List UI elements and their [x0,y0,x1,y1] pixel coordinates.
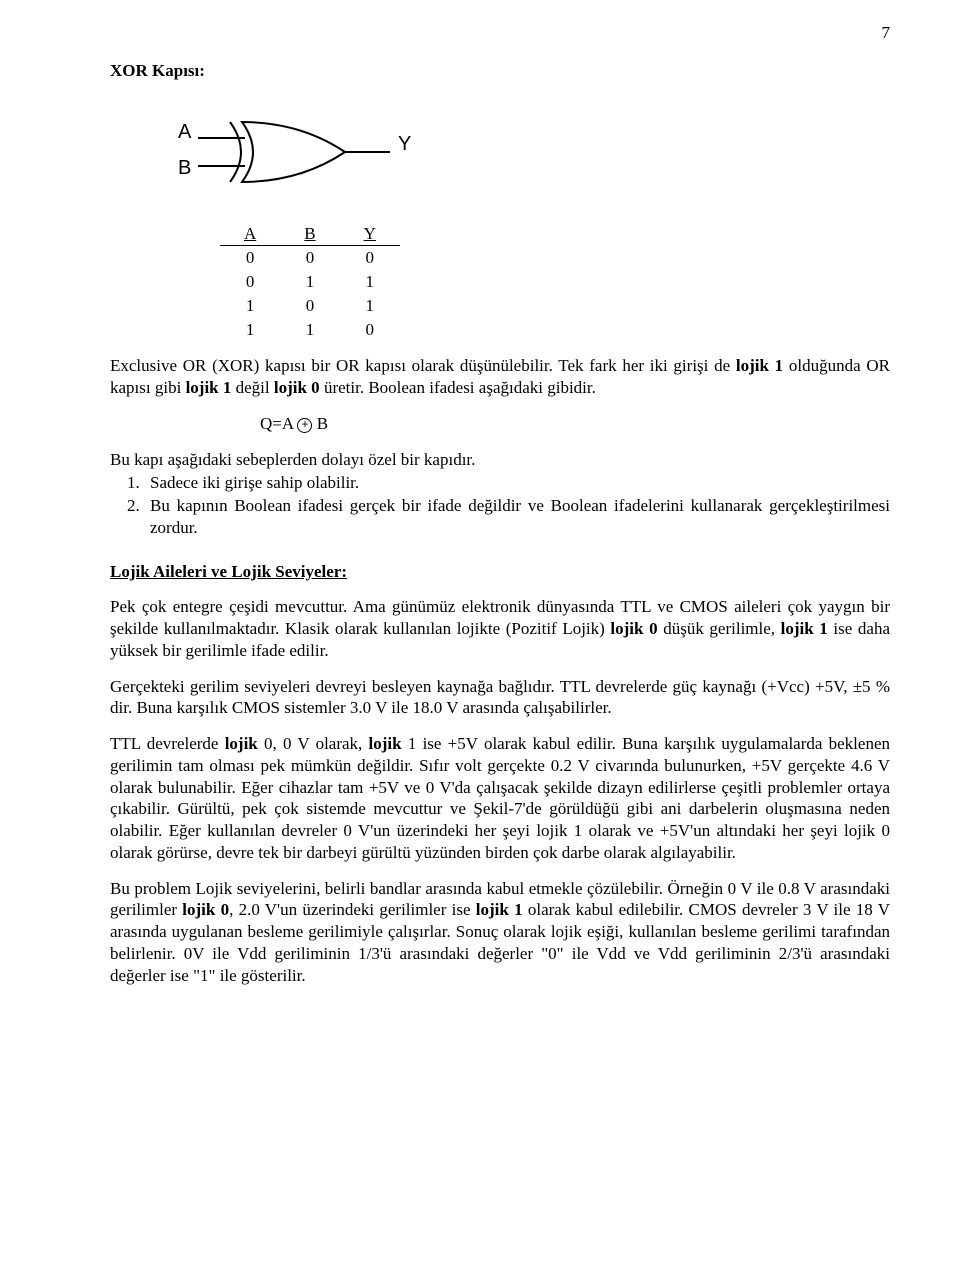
heading-xor: XOR Kapısı: [110,60,890,82]
xor-truth-table: A B Y 0 0 0 0 1 1 1 0 1 1 1 0 [220,222,400,342]
table-row: 0 0 0 [220,246,400,270]
table-row: 0 1 1 [220,270,400,294]
page-number: 7 [882,22,891,44]
th-b: B [280,222,339,246]
paragraph-xor-intro: Exclusive OR (XOR) kapısı bir OR kapısı … [110,355,890,399]
paragraph-voltage-levels: Gerçekteki gerilim seviyeleri devreyi be… [110,676,890,720]
list-item: Bu kapının Boolean ifadesi gerçek bir if… [144,495,890,539]
xor-gate-diagram: A B Y [150,92,890,208]
xor-operator-icon: + [297,418,312,433]
th-a: A [220,222,280,246]
table-row: 1 1 0 [220,318,400,342]
list-item: Sadece iki girişe sahip olabilir. [144,472,890,494]
xor-reasons-list: Sadece iki girişe sahip olabilir. Bu kap… [110,472,890,538]
xor-input-b-label: B [178,157,191,179]
xor-input-a-label: A [178,121,192,143]
paragraph-families-intro: Pek çok entegre çeşidi mevcuttur. Ama gü… [110,596,890,661]
xor-equation: Q=A + B [260,413,890,435]
th-y: Y [340,222,400,246]
xor-output-label: Y [398,133,411,155]
paragraph-special-gate: Bu kapı aşağıdaki sebeplerden dolayı öze… [110,449,890,471]
table-row: 1 0 1 [220,294,400,318]
paragraph-logic-bands: Bu problem Lojik seviyelerini, belirli b… [110,878,890,987]
paragraph-ttl-levels: TTL devrelerde lojik 0, 0 V olarak, loji… [110,733,890,864]
heading-logic-families: Lojik Aileleri ve Lojik Seviyeler: [110,561,890,583]
